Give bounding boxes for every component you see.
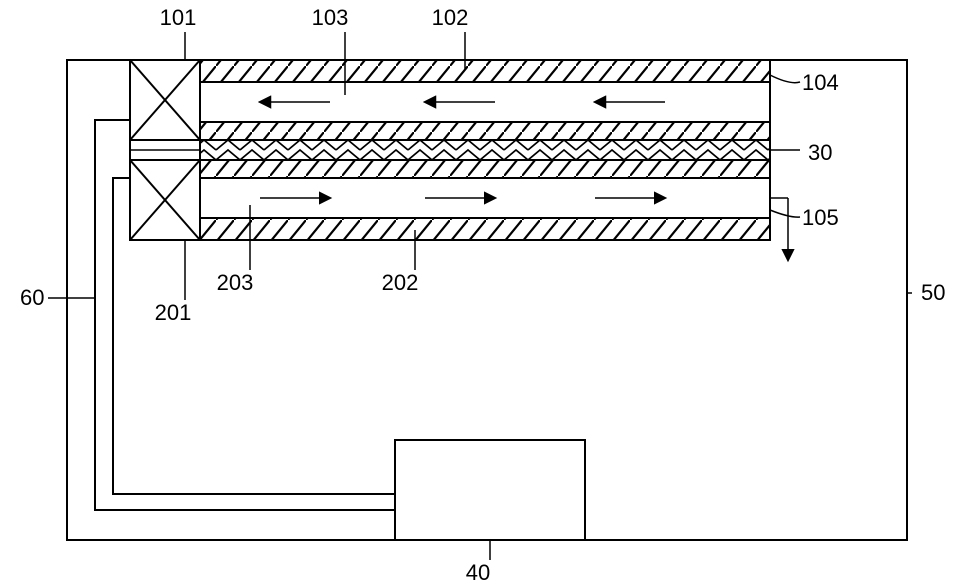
label-203: 203 bbox=[217, 270, 254, 295]
label-201: 201 bbox=[155, 300, 192, 325]
lower-outer-wall bbox=[200, 218, 770, 240]
label-60: 60 bbox=[20, 285, 44, 310]
upper-inner-wall bbox=[200, 122, 770, 140]
label-50: 50 bbox=[921, 280, 945, 305]
label-30: 30 bbox=[808, 140, 832, 165]
label-104: 104 bbox=[802, 70, 839, 95]
upper-outer-wall bbox=[200, 60, 770, 82]
lower-inner-wall bbox=[200, 160, 770, 178]
label-40: 40 bbox=[466, 560, 490, 585]
label-202: 202 bbox=[382, 270, 419, 295]
core-element bbox=[200, 140, 770, 160]
compressor-box bbox=[395, 440, 585, 540]
label-101: 101 bbox=[160, 5, 197, 30]
label-105: 105 bbox=[802, 205, 839, 230]
label-103: 103 bbox=[312, 5, 349, 30]
label-102: 102 bbox=[432, 5, 469, 30]
